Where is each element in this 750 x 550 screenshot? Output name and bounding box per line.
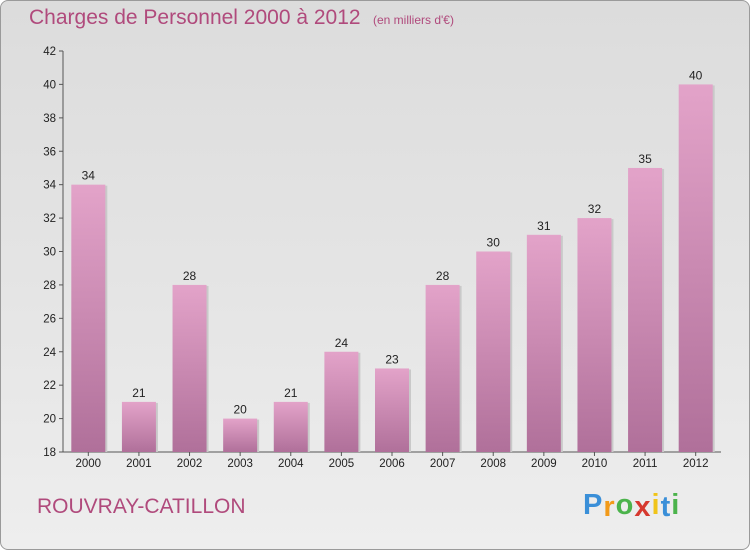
y-tick-label: 34 (43, 180, 56, 192)
y-tick-label: 20 (43, 414, 56, 426)
bar-value-label: 28 (436, 269, 450, 283)
proxiti-logo: Proxiti (583, 489, 681, 523)
logo-letter: i (671, 489, 681, 521)
bar-value-label: 28 (183, 269, 197, 283)
x-tick-label: 2000 (76, 458, 102, 470)
logo-letter: i (651, 489, 661, 521)
x-tick-label: 2003 (227, 458, 253, 470)
x-tick-label: 2007 (430, 458, 456, 470)
bar-value-label: 20 (233, 403, 247, 417)
bar-2002 (172, 284, 207, 452)
bar-2006 (375, 368, 409, 452)
bar-2005 (324, 351, 359, 452)
bar-value-label: 21 (132, 386, 146, 400)
x-tick-label: 2012 (683, 458, 709, 470)
logo-letter: x (634, 491, 652, 523)
y-tick-label: 40 (43, 79, 56, 91)
x-tick-label: 2011 (633, 458, 658, 470)
bar-2010 (577, 218, 612, 452)
bar-value-label: 21 (284, 386, 298, 400)
y-tick-label: 26 (43, 313, 56, 325)
y-tick-label: 18 (43, 447, 56, 459)
bar-2011 (628, 167, 663, 453)
x-tick-label: 2006 (379, 458, 405, 470)
bar-2009 (526, 234, 561, 452)
y-tick-label: 42 (43, 46, 56, 58)
bar-value-label: 40 (689, 68, 703, 82)
x-tick-label: 2008 (480, 458, 506, 470)
bar-2003 (223, 418, 258, 452)
bar-value-label: 24 (335, 336, 349, 350)
bar-2008 (476, 251, 511, 452)
x-tick-label: 2004 (278, 458, 304, 470)
logo-letter: r (603, 491, 616, 523)
bar-2000 (71, 184, 106, 452)
y-tick-label: 30 (43, 247, 56, 259)
y-tick-label: 28 (43, 280, 56, 292)
x-tick-label: 2002 (177, 458, 203, 470)
bar-value-label: 32 (588, 202, 602, 216)
chart-title: Charges de Personnel 2000 à 2012 (29, 6, 361, 29)
bar-value-label: 23 (385, 352, 399, 366)
logo-letter: P (583, 489, 604, 521)
x-tick-label: 2005 (329, 458, 355, 470)
bar-value-label: 34 (82, 169, 96, 183)
bar-value-label: 30 (487, 236, 501, 250)
y-tick-label: 22 (43, 380, 56, 392)
y-tick-label: 38 (43, 113, 56, 125)
x-tick-label: 2009 (531, 458, 557, 470)
bar-2001 (121, 401, 156, 452)
logo-letter: t (660, 491, 672, 523)
logo-letter: o (615, 489, 635, 521)
y-tick-label: 32 (43, 213, 56, 225)
bar-value-label: 31 (537, 219, 551, 233)
commune-name: ROUVRAY-CATILLON (37, 495, 246, 518)
y-tick-label: 24 (43, 347, 56, 359)
bar-2004 (273, 401, 308, 452)
x-tick-label: 2001 (126, 458, 152, 470)
y-tick-label: 36 (43, 146, 56, 158)
chart-subtitle: (en milliers d'€) (373, 13, 454, 27)
bar-2007 (425, 284, 460, 452)
bar-value-label: 35 (638, 152, 652, 166)
x-tick-label: 2010 (582, 458, 608, 470)
bar-2012 (678, 84, 713, 453)
